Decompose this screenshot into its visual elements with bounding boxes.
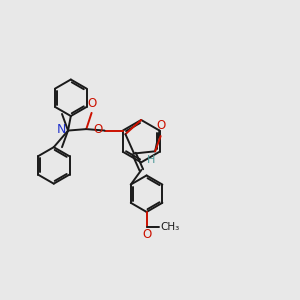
Text: N: N <box>57 123 66 136</box>
Text: O: O <box>157 119 166 132</box>
Text: O: O <box>142 228 152 242</box>
Text: O: O <box>94 123 103 136</box>
Text: O: O <box>87 97 96 110</box>
Text: CH₃: CH₃ <box>160 222 180 232</box>
Text: H: H <box>147 155 155 165</box>
